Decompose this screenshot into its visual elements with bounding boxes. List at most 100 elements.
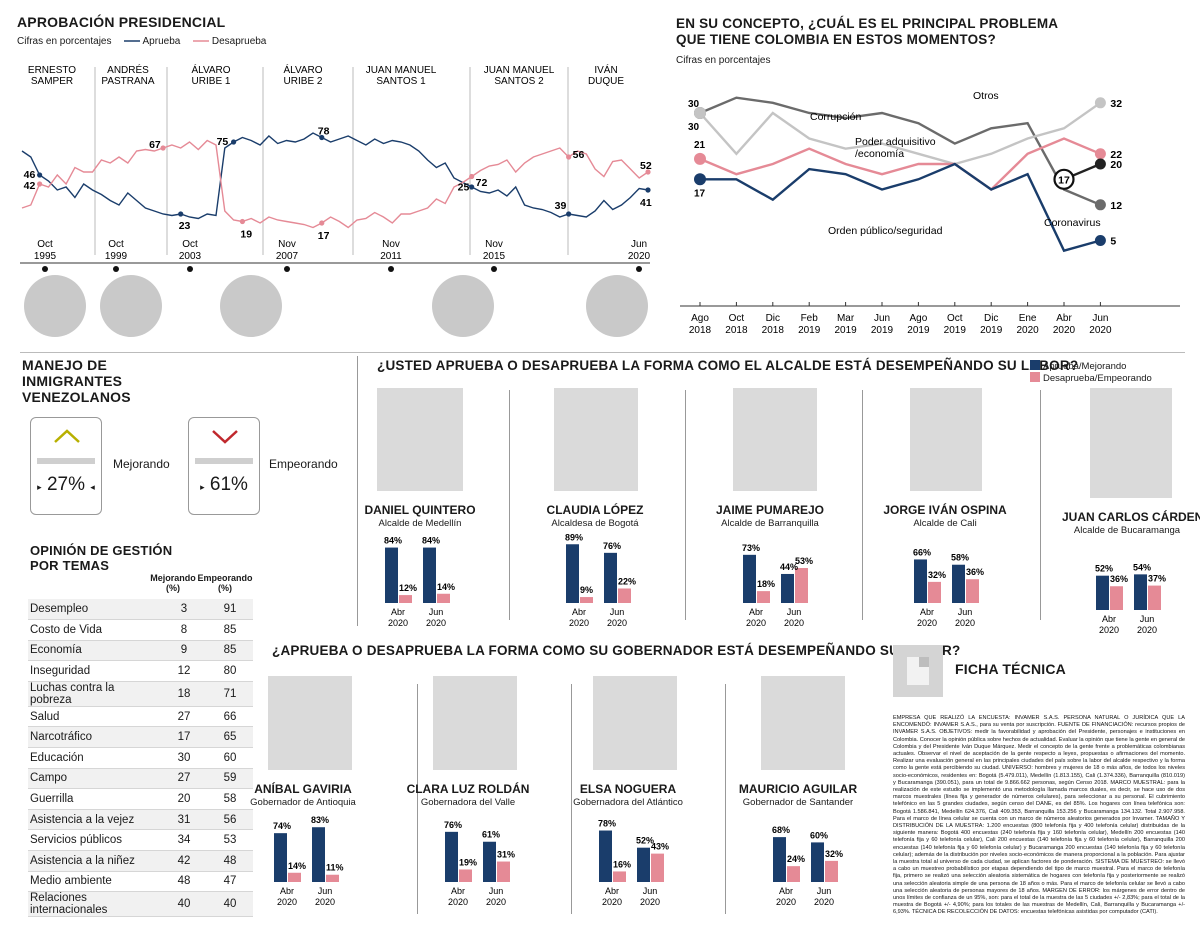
official-role: Alcalde de Bucaramanga [1073, 525, 1181, 536]
x-tick-year: 2018 [689, 325, 712, 336]
mejorando-value: ▸ 27% ◂ [37, 474, 95, 495]
data-point [160, 145, 166, 151]
bar-aprueba [604, 552, 617, 603]
date-marker [636, 266, 642, 272]
empeorando-divider [195, 458, 253, 464]
bar-aprueba [914, 559, 927, 603]
official-role: Gobernadora del Valle [420, 797, 516, 808]
table-cell-tema: Asistencia a la vejez [28, 809, 161, 831]
photo-santos [432, 275, 494, 337]
official-name: DANIEL QUINTERO [364, 503, 476, 517]
official-name: CLAUDIA LÓPEZ [546, 503, 644, 517]
period-month: Jun [610, 607, 625, 617]
bar-label-aprueba: 54% [1133, 562, 1151, 572]
official-name: ANÍBAL GAVIRIA [254, 782, 352, 796]
data-label: 41 [640, 197, 652, 209]
coronavirus-start-label: 17 [1058, 174, 1070, 186]
x-tick-month: Ene [1019, 313, 1037, 324]
table-row: Costo de Vida 8 85 [28, 619, 253, 641]
table-cell-mejorando: 12 [161, 660, 207, 682]
period-label: ANDRÉS [107, 63, 149, 76]
period-label: ÁLVARO [283, 63, 322, 76]
official-role: Gobernador de Antioquia [250, 797, 356, 808]
data-point [645, 169, 651, 175]
start-label: 17 [694, 188, 706, 199]
bar-label-aprueba: 78% [598, 819, 616, 829]
period-year: 2020 [607, 618, 627, 628]
official-photo [554, 388, 638, 491]
bar-label-desaprueba: 12% [399, 583, 417, 593]
official-name: JORGE IVÁN OSPINA [883, 503, 1007, 517]
bar-label-desaprueba: 32% [825, 849, 843, 859]
official-photo [761, 676, 845, 770]
period-year: 2020 [388, 618, 408, 628]
period-year: 2020 [277, 897, 297, 907]
table-cell-mejorando: 31 [161, 809, 207, 831]
date-marker [388, 266, 394, 272]
period-month: Abr [779, 886, 793, 896]
x-tick-month: Mar [837, 313, 855, 324]
series-name-orden: Orden público/seguridad [828, 225, 943, 237]
group-divider [862, 390, 863, 620]
table-cell-tema: Inseguridad [28, 660, 161, 682]
mejorando-label: Mejorando [113, 457, 170, 471]
series-line-desaprueba [21, 139, 649, 229]
period-label: DUQUE [588, 76, 624, 87]
series-name-poder: /economía [855, 148, 904, 160]
bar-desaprueba [1110, 586, 1123, 610]
x-tick-month: Jun [1092, 313, 1108, 324]
data-point [469, 173, 475, 180]
data-label: 17 [318, 230, 330, 242]
bar-desaprueba [613, 871, 626, 882]
period-label: ÁLVARO [191, 63, 230, 76]
table-cell-tema: Desempleo [28, 599, 161, 621]
table-cell-empeorando: 65 [207, 726, 253, 749]
problema-chart: Ago2018Oct2018Dic2018Feb2019Mar2019Jun20… [680, 90, 1180, 336]
series-name-corrupcion: Corrupción [810, 111, 862, 123]
bar-label-aprueba: 66% [913, 547, 931, 557]
period-label: URIBE 1 [192, 76, 231, 87]
period-month: Jun [318, 886, 333, 896]
table-cell-mejorando: 20 [161, 788, 207, 810]
table-cell-tema: Relaciones internacionales [28, 891, 161, 918]
bar-aprueba [445, 831, 458, 882]
series-line [699, 101, 1102, 166]
presidential-title: APROBACIÓN PRESIDENCIAL [17, 14, 226, 30]
date-marker [113, 266, 119, 272]
bar-label-desaprueba: 32% [928, 570, 946, 580]
bar-desaprueba [966, 579, 979, 603]
data-point [239, 218, 246, 225]
table-cell-empeorando: 40 [207, 891, 253, 918]
alcaldes-legend: Aprueba/Mejorando Desaprueba/Empeorando [1030, 360, 1152, 384]
series-name-poder: Poder adquisitivo [855, 136, 936, 148]
ficha-text: EMPRESA QUE REALIZÓ LA ENCUESTA: INVAMER… [893, 715, 1186, 916]
period-year: 2020 [1099, 625, 1119, 635]
table-row: Asistencia a la vejez 31 56 [28, 809, 253, 831]
bar-label-aprueba: 76% [603, 541, 621, 551]
series-name-coronavirus: Coronavirus [1044, 217, 1101, 229]
bar-label-desaprueba: 37% [1148, 574, 1166, 584]
period-month: Jun [429, 607, 444, 617]
x-tick-month: Oct [947, 313, 963, 324]
table-row: Narcotráfico 17 65 [28, 726, 253, 749]
data-point [37, 181, 43, 187]
bar-desaprueba [787, 866, 800, 882]
bar-label-aprueba: 52% [1095, 564, 1113, 574]
period-year: 2020 [640, 897, 660, 907]
start-label: 21 [694, 140, 706, 151]
table-cell-empeorando: 60 [207, 747, 253, 769]
bar-label-desaprueba: 22% [618, 576, 636, 586]
period-year: 2020 [448, 897, 468, 907]
period-month: Abr [1102, 614, 1116, 624]
data-point [469, 184, 475, 190]
bar-label-aprueba: 68% [772, 825, 790, 835]
table-row: Salud 27 66 [28, 706, 253, 728]
temas-title: OPINIÓN DE GESTIÓN POR TEMAS [30, 543, 173, 573]
date-tick-year: 2011 [380, 251, 402, 262]
table-cell-tema: Guerrilla [28, 788, 161, 810]
period-month: Abr [280, 886, 294, 896]
data-label: 72 [476, 177, 488, 189]
